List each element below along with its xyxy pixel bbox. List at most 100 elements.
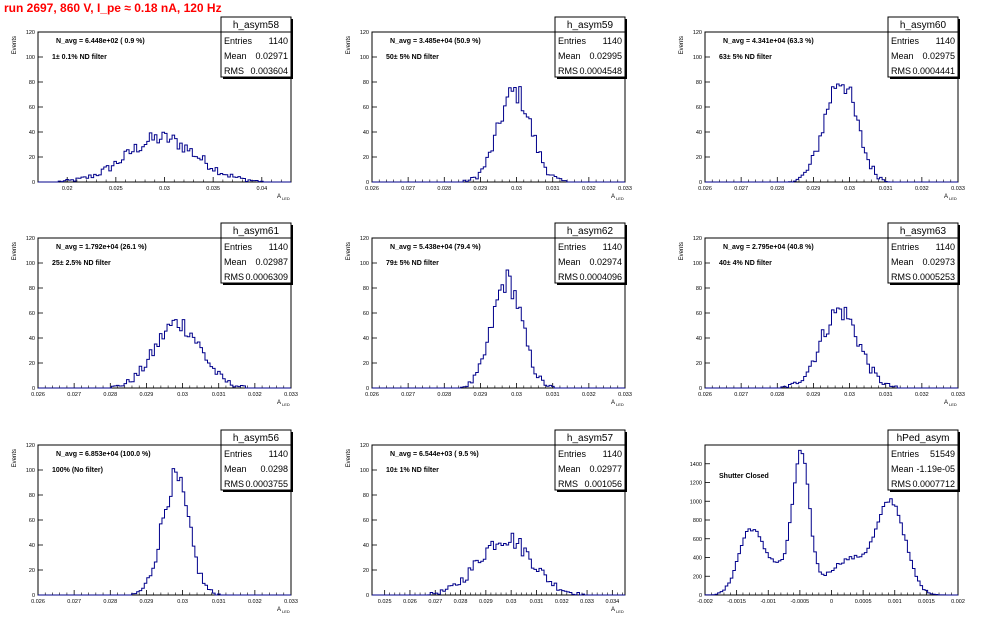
x-axis-label-sub: LED	[949, 402, 957, 407]
x-tick-label: 0.031	[546, 392, 560, 398]
stats-key: Entries	[224, 242, 253, 252]
x-tick-label: 0.032	[555, 599, 569, 605]
x-axis-label-sub: LED	[282, 402, 290, 407]
histogram-name: h_asym61	[233, 226, 280, 237]
x-tick-label: 0.033	[618, 392, 632, 398]
y-tick-label: 120	[26, 30, 35, 36]
y-tick-label: 60	[363, 311, 369, 317]
stats-shadow	[958, 225, 960, 285]
y-tick-label: 1400	[690, 462, 702, 468]
stats-key: RMS	[224, 272, 244, 282]
y-tick-label: 80	[29, 80, 35, 86]
page-title: run 2697, 860 V, I_pe ≈ 0.18 nA, 120 Hz	[4, 1, 222, 15]
x-tick-label: 0.027	[401, 186, 415, 192]
y-tick-label: 80	[363, 493, 369, 499]
y-tick-label: 60	[363, 518, 369, 524]
stats-value: 0.0003755	[245, 479, 288, 489]
x-axis-label: A	[277, 607, 281, 613]
y-tick-label: 100	[26, 468, 35, 474]
navg-label: N_avg = 3.485e+04 (50.9 %)	[390, 38, 481, 45]
x-tick-label: 0.032	[582, 186, 596, 192]
stats-key: Mean	[891, 464, 914, 474]
x-tick-label: 0.029	[807, 186, 821, 192]
histogram-line	[38, 131, 291, 183]
stats-key: Mean	[224, 464, 247, 474]
x-tick-label: 0.032	[248, 392, 262, 398]
x-tick-label: 0.027	[734, 392, 748, 398]
y-tick-label: 60	[29, 518, 35, 524]
stats-value: 0.02971	[255, 51, 288, 61]
stats-key: RMS	[558, 66, 578, 76]
histogram-line	[705, 306, 958, 389]
histogram-name: h_asym63	[900, 226, 947, 237]
filter-label: 79± 5% ND filter	[386, 260, 439, 267]
x-tick-label: 0.027	[67, 599, 81, 605]
stats-value: 0.02975	[922, 51, 955, 61]
y-tick-label: 20	[29, 361, 35, 367]
x-tick-label: 0.031	[212, 392, 226, 398]
stats-box	[887, 16, 959, 78]
x-tick-label: 0.032	[248, 599, 262, 605]
x-tick-label: 0.034	[605, 599, 619, 605]
stats-shadow	[291, 432, 293, 492]
stats-value: 1140	[936, 242, 955, 252]
filter-label: 1± 0.1% ND filter	[52, 54, 107, 61]
x-tick-label: 0.028	[770, 392, 784, 398]
x-axis-label: A	[611, 607, 615, 613]
stats-key: Mean	[558, 257, 581, 267]
x-tick-label: 0.028	[454, 599, 468, 605]
y-tick-label: 1200	[690, 481, 702, 487]
stats-shadow	[890, 283, 960, 285]
x-tick-label: 0.026	[698, 392, 712, 398]
stats-shadow	[557, 77, 627, 79]
y-tick-label: 0	[32, 593, 35, 599]
x-tick-label: 0.04	[256, 186, 267, 192]
stats-value: 0.0007712	[912, 479, 955, 489]
y-axis-label: Events	[12, 36, 18, 54]
histogram-line	[372, 269, 625, 389]
y-tick-label: 40	[29, 543, 35, 549]
y-tick-label: 600	[693, 537, 702, 543]
y-tick-label: 120	[693, 236, 702, 242]
y-tick-label: 100	[693, 55, 702, 61]
x-tick-label: 0.032	[915, 186, 929, 192]
x-tick-label: 0.001	[888, 599, 902, 605]
histogram-panel-h_asym56: Events 0 20 40 60 80 100 120 0.026 0.027 0.028 0.02…	[12, 429, 298, 614]
x-tick-label: 0.031	[530, 599, 544, 605]
stats-shadow	[625, 432, 627, 492]
histogram-panel-h_asym57: Events 0 20 40 60 80 100 120 0.025 0.026 0.027 0.02…	[346, 429, 627, 614]
filter-label: 50± 5% ND filter	[386, 54, 439, 61]
x-tick-label: 0.029	[474, 392, 488, 398]
navg-label: N_avg = 6.448e+02 ( 0.9 %)	[56, 38, 145, 45]
x-tick-label: 0.026	[31, 392, 45, 398]
x-tick-label: 0.002	[951, 599, 965, 605]
y-tick-label: 120	[360, 236, 369, 242]
x-tick-label: 0.029	[474, 186, 488, 192]
y-tick-label: 120	[26, 236, 35, 242]
stats-key: Entries	[224, 449, 253, 459]
y-axis-label: Events	[12, 449, 18, 467]
x-axis-label: A	[611, 194, 615, 200]
histogram-line	[38, 319, 291, 389]
y-axis-label: Events	[679, 242, 685, 260]
stats-key: Entries	[891, 242, 920, 252]
x-tick-label: 0.025	[378, 599, 392, 605]
y-tick-label: 1000	[690, 499, 702, 505]
y-tick-label: 20	[363, 155, 369, 161]
stats-shadow	[890, 490, 960, 492]
x-tick-label: 0.029	[140, 392, 154, 398]
y-axis-label: Events	[12, 242, 18, 260]
x-tick-label: 0.033	[580, 599, 594, 605]
stats-value: 1140	[269, 242, 288, 252]
stats-box	[554, 222, 626, 284]
navg-label: N_avg = 6.853e+04 (100.0 %)	[56, 451, 151, 458]
stats-box	[554, 16, 626, 78]
stats-key: Mean	[224, 257, 247, 267]
x-tick-label: -0.001	[760, 599, 776, 605]
stats-value: 0.02974	[589, 257, 622, 267]
histogram-name: h_asym59	[567, 20, 614, 31]
y-tick-label: 40	[363, 543, 369, 549]
stats-shadow	[958, 19, 960, 79]
stats-shadow	[223, 490, 293, 492]
stats-value: 0.0006309	[245, 272, 288, 282]
